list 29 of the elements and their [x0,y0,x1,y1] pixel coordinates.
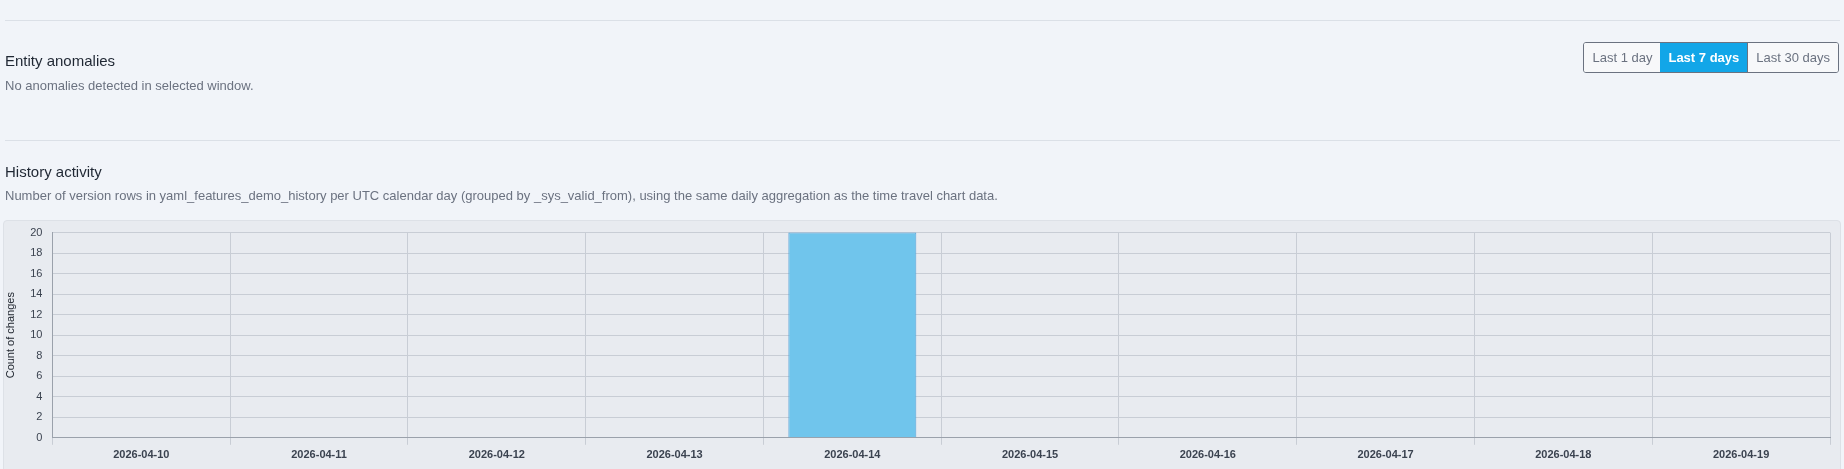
time-range-button[interactable]: Last 30 days [1747,43,1838,72]
y-tick-label: 14 [30,287,43,300]
y-tick-label: 0 [36,430,43,443]
chart-title: History activity [5,163,102,180]
y-tick-label: 20 [30,225,43,238]
x-tick-label: 2026-04-11 [291,448,347,461]
y-tick-label: 2 [36,410,43,423]
y-tick-label: 8 [36,348,43,361]
x-tick-label: 2026-04-13 [646,448,703,461]
time-range-button[interactable]: Last 1 day [1584,43,1661,72]
x-tick-label: 2026-04-15 [1001,448,1059,461]
y-tick-label: 6 [36,369,43,382]
y-tick-label: 12 [30,307,43,320]
chart-subtitle: Number of version rows in yaml_features_demo_history per UTC calendar day (grouped by _sys_valid_from), using the same daily aggregation as the time travel chart data. [5,188,998,203]
x-tick-label: 2026-04-17 [1357,448,1414,461]
y-tick-label: 16 [30,266,43,279]
text: No anomalies detected in selected window. [5,78,254,93]
x-tick-label: 2026-04-12 [468,448,525,461]
y-tick-label: 4 [36,389,43,402]
x-tick-label: 2026-04-19 [1712,448,1770,461]
x-tick-label: 2026-04-10 [113,448,170,461]
x-tick-label: 2026-04-16 [1179,448,1236,461]
text: Entity anomalies [5,52,116,69]
x-tick-label: 2026-04-14 [824,448,882,461]
time-range-button[interactable]: Last 7 days [1660,43,1748,72]
x-tick-label: 2026-04-18 [1535,448,1592,461]
y-axis-title: Count of changes [3,291,16,379]
y-tick-label: 18 [30,246,43,259]
y-tick-label: 10 [30,328,43,341]
